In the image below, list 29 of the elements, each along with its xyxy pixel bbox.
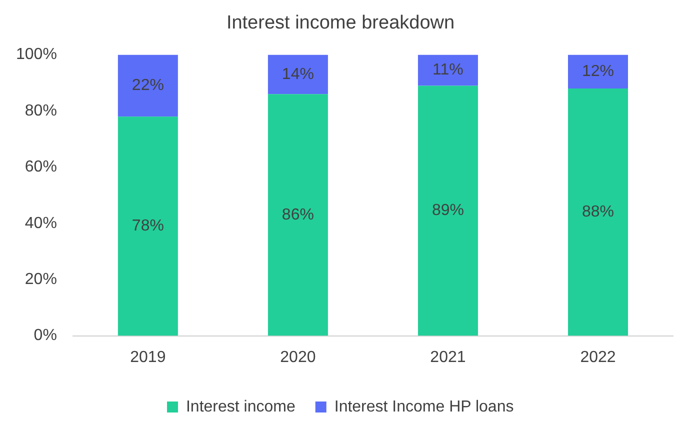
x-tick-label: 2022 xyxy=(580,348,616,366)
x-tick-label: 2019 xyxy=(130,348,166,366)
bar xyxy=(118,116,178,336)
bar xyxy=(568,54,628,89)
data-label: 14% xyxy=(282,66,314,83)
y-tick-label: 40% xyxy=(24,214,57,232)
y-tick-label: 100% xyxy=(16,46,57,64)
bar xyxy=(118,54,178,117)
legend-label: Interest Income HP loans xyxy=(334,398,514,416)
y-tick-label: 80% xyxy=(24,102,57,120)
bar xyxy=(268,54,328,94)
legend-label: Interest income xyxy=(186,398,296,416)
data-label: 86% xyxy=(282,206,314,224)
bar xyxy=(268,94,328,336)
data-label: 11% xyxy=(432,62,464,79)
y-tick-label: 0% xyxy=(34,327,57,344)
chart-title: Interest income breakdown xyxy=(226,12,455,34)
data-label: 22% xyxy=(132,77,164,94)
y-tick-label: 60% xyxy=(24,158,57,176)
bar xyxy=(568,88,628,336)
data-label: 78% xyxy=(132,218,164,235)
data-label: 88% xyxy=(582,204,614,221)
bar xyxy=(418,86,478,336)
x-tick-label: 2020 xyxy=(280,348,316,366)
y-tick-label: 20% xyxy=(24,271,57,288)
data-label: 12% xyxy=(582,63,614,80)
data-label: 89% xyxy=(432,202,464,220)
bar xyxy=(418,54,478,86)
x-tick-label: 2021 xyxy=(430,348,466,366)
